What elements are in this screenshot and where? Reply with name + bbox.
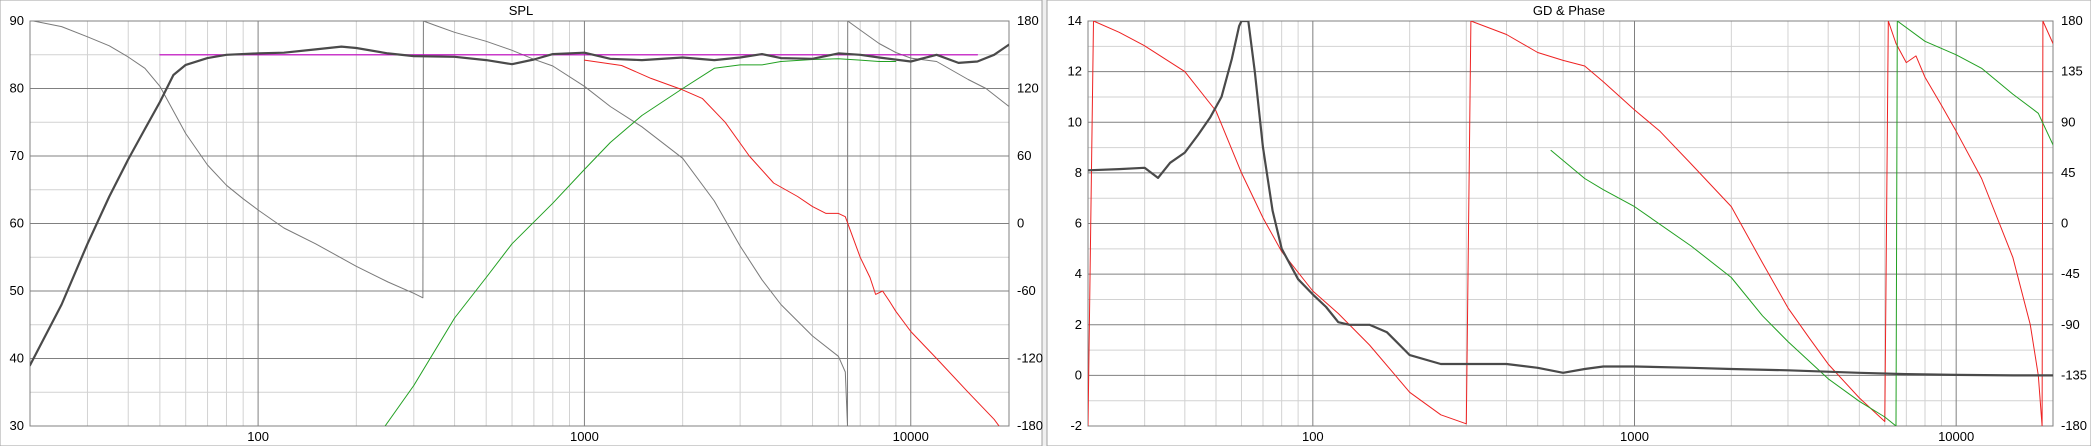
gd-phase-y-tick-label-14: 14 bbox=[1068, 13, 1082, 28]
gd-phase-y-tick-label-4: 4 bbox=[1075, 266, 1082, 281]
spl-x-tick-label-100: 100 bbox=[247, 429, 269, 444]
gd-phase-y2-tick-label-0: 0 bbox=[2061, 216, 2068, 231]
gd-phase-y-tick-label-8: 8 bbox=[1075, 165, 1082, 180]
gd-phase-grid bbox=[1087, 20, 2054, 427]
spl-y-tick-label-80: 80 bbox=[10, 81, 24, 96]
gd-phase-y-tick-label-0: 0 bbox=[1075, 367, 1082, 382]
spl-y2-tick-label-m120: -120 bbox=[1017, 351, 1043, 366]
spl-y-tick-label-30: 30 bbox=[10, 418, 24, 433]
gd-phase-series-1-line bbox=[1550, 21, 2053, 426]
spl-series-1-line bbox=[384, 58, 897, 426]
gd-phase-y-tick-label-12: 12 bbox=[1068, 64, 1082, 79]
spl-y-tick-label-70: 70 bbox=[10, 148, 24, 163]
gd-phase-y2-tick-label-45: 45 bbox=[2061, 165, 2075, 180]
spl-y2-tick-label-120: 120 bbox=[1017, 81, 1039, 96]
spl-series-2-line bbox=[583, 59, 1000, 426]
gd-phase-chart-title: GD & Phase bbox=[1533, 3, 1605, 18]
spl-y-tick-label-40: 40 bbox=[10, 351, 24, 366]
gd-phase-series-layer bbox=[1088, 21, 2053, 426]
gd-phase-y2-tick-label-180: 180 bbox=[2061, 13, 2083, 28]
spl-chart-title: SPL bbox=[509, 3, 534, 18]
gd-phase-x-tick-label-10000: 10000 bbox=[1938, 429, 1974, 444]
gd-phase-y2-tick-label-m90: -90 bbox=[2061, 317, 2080, 332]
gd-phase-y-tick-label-m2: -2 bbox=[1070, 418, 1082, 433]
gd-phase-y-tick-label-2: 2 bbox=[1075, 317, 1082, 332]
gd-phase-y-tick-label-10: 10 bbox=[1068, 114, 1082, 129]
gd-phase-x-tick-label-1000: 1000 bbox=[1620, 429, 1649, 444]
spl-y2-tick-label-0: 0 bbox=[1017, 216, 1024, 231]
gd-phase-x-tick-label-100: 100 bbox=[1302, 429, 1324, 444]
gd-phase-y-tick-label-6: 6 bbox=[1075, 216, 1082, 231]
spl-ticks: 100 1000 10000 30 40 50 60 70 80 90 -180 -120 -60 0 60… bbox=[10, 13, 1044, 444]
spl-x-tick-label-1000: 1000 bbox=[570, 429, 599, 444]
spl-y-tick-label-50: 50 bbox=[10, 283, 24, 298]
spl-x-tick-label-10000: 10000 bbox=[893, 429, 929, 444]
spl-series-0-line bbox=[33, 21, 1009, 426]
gd-phase-series-0-line bbox=[1088, 21, 2053, 426]
spl-y2-tick-label-180: 180 bbox=[1017, 13, 1039, 28]
spl-grid bbox=[29, 20, 1010, 427]
spl-y-tick-label-90: 90 bbox=[10, 13, 24, 28]
spl-y2-tick-label-60: 60 bbox=[1017, 148, 1031, 163]
gd-phase-y2-tick-label-135: 135 bbox=[2061, 64, 2083, 79]
spl-plot-frame bbox=[29, 20, 1010, 427]
gd-phase-y2-tick-label-m135: -135 bbox=[2061, 367, 2087, 382]
spl-chart: SPL 100 1000 10000 30 40 50 60 70 80 90 -180 -120 -6… bbox=[0, 0, 1043, 446]
spl-y2-tick-label-m60: -60 bbox=[1017, 283, 1036, 298]
spl-y-tick-label-60: 60 bbox=[10, 216, 24, 231]
spl-series-layer bbox=[30, 21, 1009, 426]
gd-phase-series-2-line bbox=[1088, 21, 2053, 377]
gd-phase-y2-tick-label-m180: -180 bbox=[2061, 418, 2087, 433]
spl-y2-tick-label-m180: -180 bbox=[1017, 418, 1043, 433]
gd-phase-y2-tick-label-m45: -45 bbox=[2061, 266, 2080, 281]
gd-phase-y2-tick-label-90: 90 bbox=[2061, 114, 2075, 129]
gd-phase-plot-frame bbox=[1087, 20, 2054, 427]
spl-series-4-line bbox=[30, 43, 1009, 367]
gd-phase-chart: GD & Phase 100 1000 10000 -2 0 2 4 6 8 10 12 14 -180… bbox=[1046, 0, 2091, 446]
gd-phase-ticks: 100 1000 10000 -2 0 2 4 6 8 10 12 14 -180 -135 -90 -45 0… bbox=[1068, 13, 2088, 444]
